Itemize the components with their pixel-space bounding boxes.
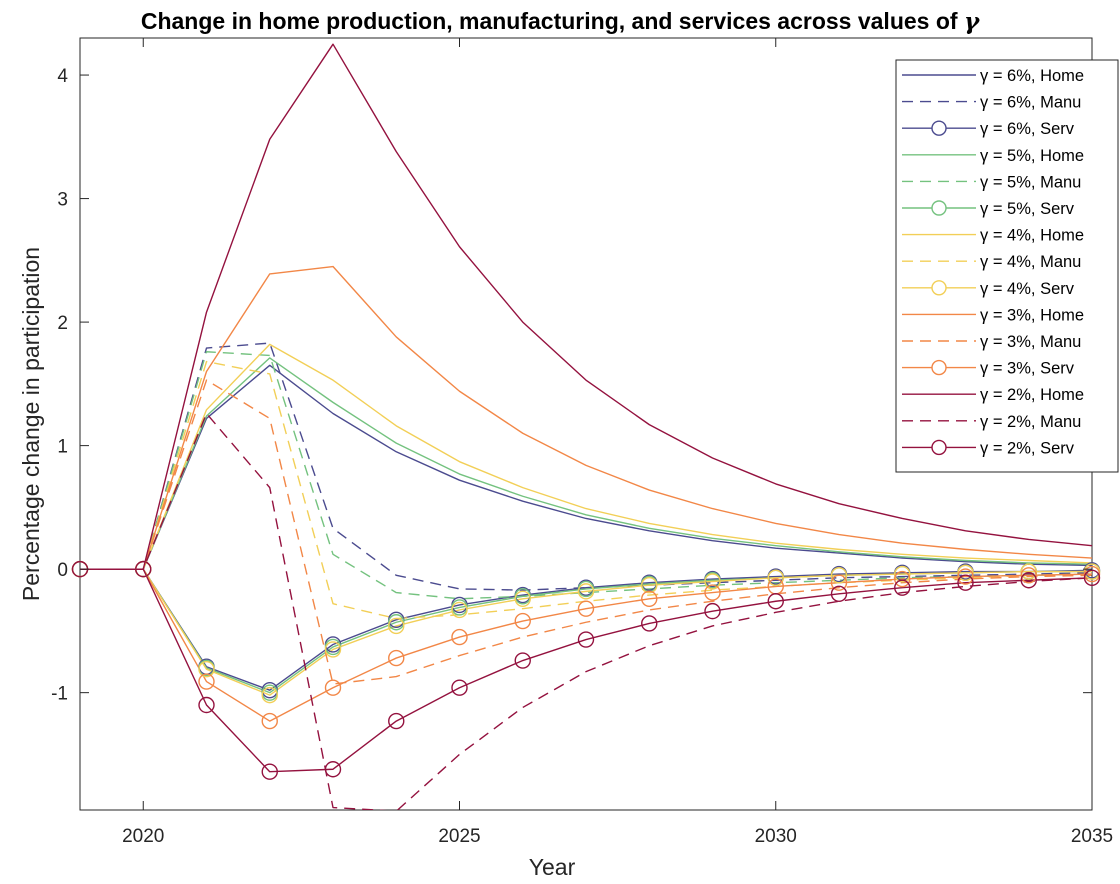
legend-label: γ = 2%, Manu [980,413,1081,431]
y-tick-label: 1 [57,437,68,458]
series-point-8 [894,565,911,583]
series-point-5 [388,614,405,631]
series-line-14 [80,568,1092,773]
series-point-11 [577,600,595,617]
series-line-6 [80,343,1092,570]
series-point-11 [451,628,468,646]
y-tick-label: 3 [57,190,68,211]
chart-title-gamma-symbol: γ [963,8,980,35]
legend-label: γ = 5%, Home [980,147,1084,165]
series-point-11 [514,612,531,630]
x-axis-label: Year [529,854,576,880]
series-point-8 [830,567,848,584]
series-line-1 [80,342,1092,591]
series-point-8 [641,576,658,594]
series-point-14 [830,585,848,603]
series-point-14 [135,560,152,578]
series-point-11 [894,570,911,588]
series-point-14 [641,615,658,632]
legend-marker [931,359,947,376]
series-line-9 [80,265,1092,570]
y-axis-label: Percentage change in participation [18,247,44,601]
series-point-11 [324,679,342,696]
series-point-11 [641,590,658,607]
legend-marker [931,280,947,296]
series-point-11 [1020,567,1037,584]
series-point-8 [704,573,721,590]
series-point-14 [261,763,278,780]
series-point-8 [1020,563,1037,580]
series-point-14 [767,593,784,610]
y-tick-label: 4 [57,66,68,87]
series-point-14 [1083,569,1101,586]
series-line-11 [80,568,1092,722]
series-point-8 [324,641,342,658]
series-point-8 [767,569,784,586]
series-point-11 [388,649,405,667]
series-point-14 [957,574,974,591]
series-point-14 [388,712,405,730]
series-point-11 [198,673,215,690]
legend-label: γ = 6%, Manu [980,94,1081,112]
series-line-4 [80,351,1092,600]
axis-layer: 2020 2025 2030 2035 -1 0 1 2 3 4 [51,38,1113,847]
series-point-14 [324,761,342,778]
legend-marker [931,439,947,456]
series-point-8 [388,617,405,635]
series-point-14 [514,652,531,669]
series-point-14 [577,631,595,648]
legend-label: γ = 5%, Manu [980,173,1081,191]
x-tick-label: 2035 [1071,826,1113,847]
series-point-11 [957,568,974,585]
series-point-8 [514,590,531,607]
series-point-8 [261,686,278,704]
y-tick-label: 2 [57,313,68,334]
legend-label: γ = 3%, Home [980,306,1084,324]
legend-label: γ = 4%, Serv [980,280,1075,298]
series-point-8 [577,583,595,600]
legend-marker [931,200,947,216]
x-tick-label: 2030 [755,826,797,847]
series-point-14 [451,679,468,696]
legend-label: γ = 3%, Serv [980,360,1075,378]
series-point-14 [704,602,721,620]
series-point-11 [261,712,278,730]
legend-label: γ = 4%, Home [980,227,1084,245]
x-tick-label: 2020 [122,826,164,847]
y-tick-label: 0 [57,560,68,581]
legend-label: γ = 4%, Manu [980,253,1081,271]
y-tick-label: -1 [51,684,68,705]
series-line-3 [80,357,1092,570]
x-tick-label: 2025 [438,826,480,847]
series-line-2 [80,568,1092,691]
series-point-11 [830,574,848,591]
legend-label: γ = 2%, Serv [980,439,1075,457]
series-point-8 [957,564,974,582]
series-point-11 [704,584,721,601]
legend-label: γ = 6%, Home [980,67,1084,85]
series-line-12 [80,43,1092,570]
series-line-13 [80,412,1092,810]
series-line-10 [80,379,1092,685]
chart-title-text: Change in home production, manufacturing… [140,8,958,34]
legend: γ = 6%, Home γ = 6%, Manu γ = 6%, Serv γ = … [895,59,1119,473]
series-layer [80,43,1092,810]
legend-marker [931,120,947,136]
series-point-14 [894,579,911,596]
series-point-8 [451,601,468,619]
legend-label: γ = 6%, Serv [980,120,1075,138]
series-point-8 [198,660,215,678]
chart-title: Change in home production, manufacturing… [0,8,1120,35]
series-point-14 [1020,572,1037,589]
legend-label: γ = 5%, Serv [980,200,1075,218]
legend-label: γ = 3%, Manu [980,333,1081,351]
legend-label: γ = 2%, Home [980,386,1084,404]
series-point-14 [198,696,215,714]
series-point-11 [1083,565,1101,583]
series-line-8 [80,568,1092,696]
series-line-0 [80,364,1092,570]
